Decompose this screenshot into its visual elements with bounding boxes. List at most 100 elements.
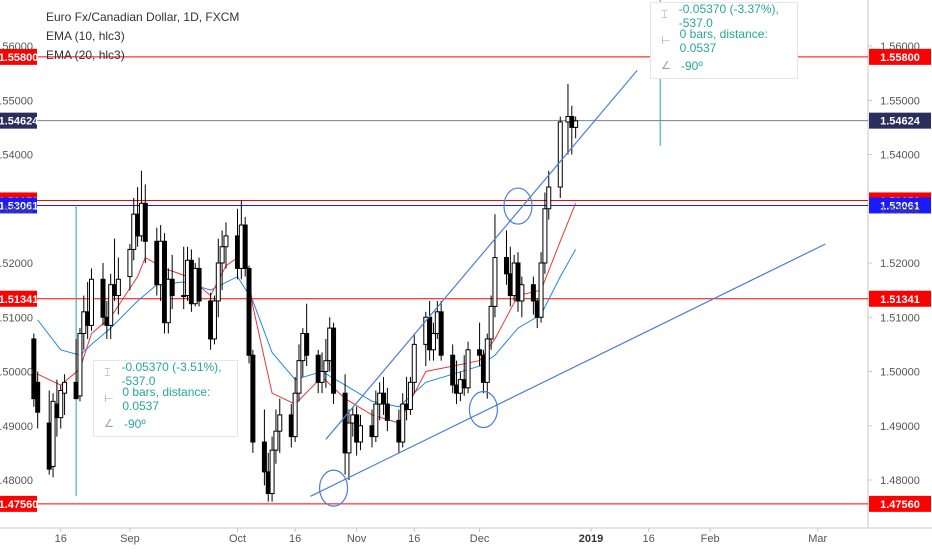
angle-icon: ∠ xyxy=(661,60,671,72)
candle-body xyxy=(50,400,56,467)
measure-left-change: -0.05370 (-3.51%), -537.0 xyxy=(121,359,222,388)
candle-body xyxy=(381,392,387,405)
y-tick-label-right: 1.51000 xyxy=(880,312,920,324)
candle-body xyxy=(546,186,552,210)
candle-body xyxy=(127,248,133,278)
y-tick-label-left: 1.56000 xyxy=(0,41,33,53)
measure-left-angle: -90º xyxy=(124,416,146,431)
y-tick-label-right: 1.49000 xyxy=(880,421,920,433)
candle-body xyxy=(557,121,563,188)
x-tick-label: 16 xyxy=(55,533,67,545)
y-tick-label-right: 1.50000 xyxy=(880,367,920,379)
candle-body xyxy=(515,262,521,302)
level-tag-left xyxy=(0,495,37,512)
level-tag-left-text: 1.55800 xyxy=(0,52,38,64)
candle-body xyxy=(242,224,248,269)
y-tick-label-right: 1.55000 xyxy=(880,95,920,107)
candle-body xyxy=(346,422,352,454)
level-tag-right xyxy=(869,290,931,307)
candle-body xyxy=(215,262,221,302)
x-tick-label: Sep xyxy=(120,533,140,545)
candle-body xyxy=(223,235,229,248)
candle-body xyxy=(492,257,498,307)
y-tick-label-left: 1.48000 xyxy=(0,475,33,487)
level-tag-left xyxy=(0,290,37,307)
legend-ema10[interactable]: EMA (10, hlc3) xyxy=(46,29,125,43)
x-tick-label: 2019 xyxy=(579,533,603,545)
candle-body xyxy=(331,327,337,394)
x-tick-label: 16 xyxy=(408,533,420,545)
highlight-circle xyxy=(318,469,349,507)
candle-body xyxy=(411,343,417,383)
candle-body xyxy=(277,414,283,432)
candle-body xyxy=(450,354,456,386)
candle-body xyxy=(296,360,302,394)
measure-right-angle: -90º xyxy=(681,58,703,73)
x-tick-label: Oct xyxy=(229,533,246,545)
candle-body xyxy=(31,338,37,400)
candle-body xyxy=(196,267,202,302)
candle-body xyxy=(77,333,83,397)
candle-body xyxy=(484,338,490,383)
y-tick-label-left: 1.52000 xyxy=(0,258,33,270)
candle-body xyxy=(323,360,329,372)
candle-body xyxy=(269,449,275,495)
candle-body xyxy=(219,246,225,264)
candle-body xyxy=(519,284,525,302)
y-tick-label-left: 1.50000 xyxy=(0,367,33,379)
legend-ema20[interactable]: EMA (20, hlc3) xyxy=(46,48,125,62)
level-tag-right xyxy=(869,48,931,65)
candle-body xyxy=(211,300,217,340)
level-tag-left-text: 1.51341 xyxy=(0,294,38,306)
trendline xyxy=(325,70,638,440)
candle-body xyxy=(246,267,252,356)
level-tag-right xyxy=(869,495,931,512)
level-tag-left-text: 1.53061 xyxy=(0,200,38,212)
bar-range-icon: ⊢ xyxy=(661,35,671,47)
candle-body xyxy=(430,333,436,351)
candle-body xyxy=(384,403,390,421)
candle-body xyxy=(142,202,148,242)
x-tick-label: Nov xyxy=(347,533,367,545)
candle-body xyxy=(165,278,171,324)
level-tag-left-text: 1.54624 xyxy=(0,116,39,128)
y-tick-label-left: 1.53000 xyxy=(0,204,33,216)
candle-body xyxy=(503,257,509,275)
legend-symbol[interactable]: Euro Fx/Canadian Dollar, 1D, FXCM xyxy=(46,10,240,24)
candle-body xyxy=(530,284,536,302)
candle-body xyxy=(261,441,267,473)
price-range-icon: ⌶ xyxy=(104,367,111,379)
x-tick-label: 16 xyxy=(289,533,301,545)
candle-body xyxy=(115,278,121,297)
measure-left-bars: 0 bars, distance: 0.0537 xyxy=(122,384,211,413)
level-tag-right-text: 1.55800 xyxy=(880,52,920,64)
candle-body xyxy=(100,278,106,318)
y-tick-label-right: 1.54000 xyxy=(880,150,920,162)
measure-tooltip-left: ⌶ -0.05370 (-3.51%), -537.0 ⊢ 0 bars, dist… xyxy=(93,360,238,437)
candle-body xyxy=(62,381,68,394)
candle-body xyxy=(407,381,413,410)
candle-body xyxy=(292,392,298,438)
angle-icon: ∠ xyxy=(104,418,114,430)
level-tag-right-text: 1.47560 xyxy=(880,499,920,511)
measure-tooltip-right: ⌶ -0.05370 (-3.37%), -537.0 ⊢ 0 bars, dist… xyxy=(650,2,798,79)
bar-range-icon: ⊢ xyxy=(104,393,114,405)
highlight-circle xyxy=(468,390,499,429)
candle-body xyxy=(488,305,494,340)
candle-body xyxy=(400,403,406,443)
candle-body xyxy=(538,262,544,318)
level-tag-right-text: 1.54624 xyxy=(880,116,921,128)
ema10-line xyxy=(37,203,577,424)
y-tick-label-left: 1.49000 xyxy=(0,421,33,433)
trendline xyxy=(310,243,826,497)
level-tag-right xyxy=(869,112,931,129)
level-tag-left xyxy=(0,197,37,214)
price-range-icon: ⌶ xyxy=(661,9,668,21)
y-tick-label-right: 1.48000 xyxy=(880,475,920,487)
y-tick-label-right: 1.53000 xyxy=(880,204,920,216)
y-tick-label-left: 1.54000 xyxy=(0,150,33,162)
y-tick-label-right: 1.52000 xyxy=(880,258,920,270)
level-tag-left xyxy=(0,112,37,129)
